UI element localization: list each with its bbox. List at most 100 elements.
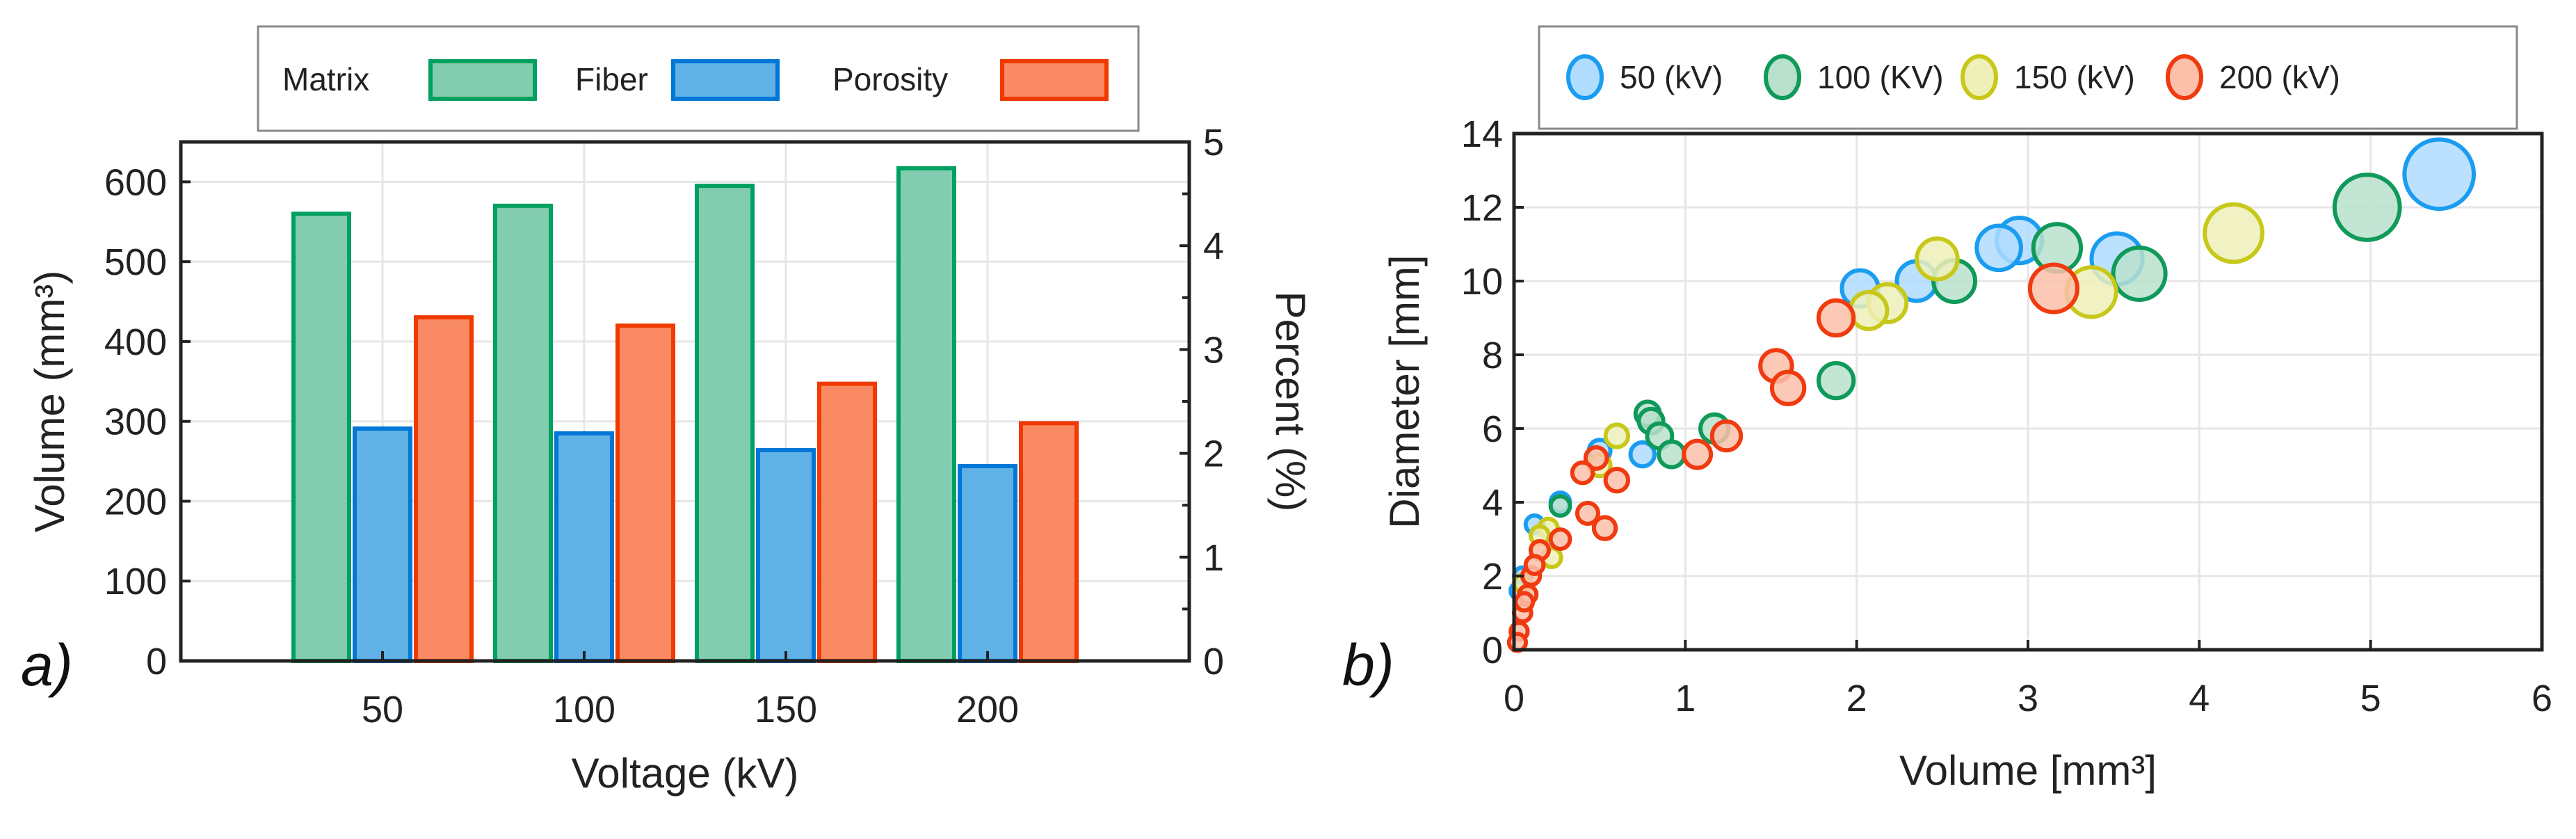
- panel-label-a: a): [21, 632, 73, 698]
- legend-a: Matrix Fiber Porosity: [282, 59, 1109, 101]
- y-right-tick-label: 4: [1203, 225, 1224, 267]
- y-tick-label: 10: [1461, 261, 1503, 303]
- y-tick-label: 8: [1482, 335, 1503, 376]
- legend-box-b: [1538, 25, 2518, 130]
- y-tick-label: 200: [104, 481, 167, 522]
- bar-matrix: [896, 166, 956, 663]
- y-tick-label: 400: [104, 321, 167, 363]
- legend-swatch: [428, 59, 537, 101]
- y-right-tick-label: 2: [1203, 433, 1224, 475]
- y-tick-label: 500: [104, 241, 167, 283]
- legend-marker: [1566, 54, 1604, 100]
- y-axis-label-b: Diameter [mm]: [1381, 255, 1428, 528]
- bar-chart-panel: Matrix Fiber Porosity 01002003004005006000…: [21, 25, 1314, 797]
- scatter-point-100kv: [1548, 494, 1572, 518]
- bar-porosity: [817, 381, 877, 663]
- scatter-point-50kv: [1974, 223, 2023, 273]
- x-tick-label: 6: [2531, 678, 2552, 719]
- x-tick-label: 100: [553, 689, 615, 730]
- scatter-point-200kv: [1513, 591, 1536, 613]
- y-tick-label: 14: [1461, 113, 1503, 155]
- panel-label-b: b): [1342, 632, 1394, 698]
- scatter-point-200kv: [2027, 262, 2079, 314]
- scatter-point-100kv: [1816, 360, 1856, 401]
- x-axis-label-b: Volume [mm³]: [1899, 747, 2157, 794]
- x-tick-label: 1: [1675, 678, 1696, 719]
- y-right-tick-label: 5: [1203, 122, 1224, 163]
- y-axis-right-label-a: Percent (%): [1267, 291, 1314, 512]
- y-tick-label: 100: [104, 561, 167, 602]
- legend-label: 50 (kV): [1620, 59, 1723, 95]
- legend-marker: [1961, 54, 1998, 100]
- scatter-point-50kv: [2402, 137, 2476, 211]
- scatter-point-150kv: [1603, 422, 1631, 449]
- y-tick-label: 300: [104, 401, 167, 443]
- scatter-point-100kv: [2332, 173, 2402, 242]
- bar-fiber: [554, 431, 614, 664]
- x-tick-label: 3: [2018, 678, 2038, 719]
- legend-label: Porosity: [832, 61, 948, 97]
- x-tick-label: 150: [755, 689, 817, 730]
- scatter-point-100kv: [2111, 245, 2168, 302]
- scatter-point-200kv: [1769, 369, 1807, 406]
- scatter-point-200kv: [1523, 554, 1546, 576]
- bar-fiber: [958, 463, 1017, 663]
- scatter-point-150kv: [1848, 289, 1890, 331]
- legend-marker: [1764, 54, 1801, 100]
- x-tick-label: 4: [2189, 678, 2209, 719]
- bar-matrix: [291, 211, 351, 663]
- y-tick-label: 4: [1482, 482, 1503, 524]
- scatter-point-200kv: [1583, 445, 1609, 471]
- bar-matrix: [695, 184, 755, 664]
- bar-porosity: [414, 315, 474, 663]
- x-tick-label: 50: [362, 689, 403, 730]
- scatter-point-100kv: [1657, 439, 1687, 470]
- y-right-tick-label: 0: [1203, 641, 1224, 682]
- legend-label: 150 (kV): [2014, 59, 2135, 95]
- legend-label: 200 (kV): [2219, 59, 2340, 95]
- bar-matrix: [493, 203, 553, 664]
- legend-label: 100 (KV): [1817, 59, 1944, 95]
- legend-marker: [2166, 54, 2203, 100]
- legend-b: 50 (kV) 100 (KV) 150 (kV) 200 (kV): [1566, 54, 2340, 100]
- scatter-point-200kv: [1591, 515, 1618, 541]
- y-tick-label: 2: [1482, 556, 1503, 598]
- bar-fiber: [353, 426, 412, 663]
- scatter-point-150kv: [2203, 202, 2265, 264]
- legend-swatch: [1000, 59, 1109, 101]
- scatter-chart-panel: 50 (kV) 100 (KV) 150 (kV) 200 (kV) 02468101…: [1342, 25, 2552, 794]
- x-tick-label: 0: [1504, 678, 1524, 719]
- legend-swatch: [671, 59, 780, 101]
- scatter-point-150kv: [1915, 236, 1960, 282]
- bar-porosity: [615, 323, 675, 663]
- bar-fiber: [756, 448, 816, 663]
- scatter-point-200kv: [1548, 527, 1572, 551]
- y-axis-label-a: Volume (mm³): [26, 271, 73, 533]
- x-axis-label-a: Voltage (kV): [572, 750, 799, 797]
- scatter-point-200kv: [1682, 438, 1714, 470]
- y-tick-label: 0: [146, 641, 167, 682]
- scatter-point-200kv: [1570, 460, 1595, 486]
- legend-label: Matrix: [282, 61, 369, 97]
- y-right-tick-label: 3: [1203, 329, 1224, 371]
- scatter-point-200kv: [1816, 298, 1856, 338]
- scatter-point-50kv: [1628, 440, 1657, 469]
- scatter-point-200kv: [1575, 500, 1600, 526]
- x-tick-label: 200: [956, 689, 1019, 730]
- bar-porosity: [1019, 421, 1079, 663]
- points: [1506, 137, 2476, 653]
- legend-label: Fiber: [575, 61, 648, 97]
- y-tick-label: 0: [1482, 630, 1503, 671]
- ticks-a: 0 100 200 300 400 500 600 0 1 2 3 4 5 50 100 150 200: [104, 122, 1224, 730]
- x-tick-label: 2: [1846, 678, 1867, 719]
- y-tick-label: 600: [104, 161, 167, 203]
- y-tick-label: 12: [1461, 187, 1503, 229]
- y-tick-label: 6: [1482, 408, 1503, 450]
- y-right-tick-label: 1: [1203, 537, 1224, 579]
- scatter-point-200kv: [1603, 467, 1631, 494]
- x-tick-label: 5: [2360, 678, 2381, 719]
- scatter-point-200kv: [1709, 419, 1744, 453]
- bars: [291, 166, 1079, 664]
